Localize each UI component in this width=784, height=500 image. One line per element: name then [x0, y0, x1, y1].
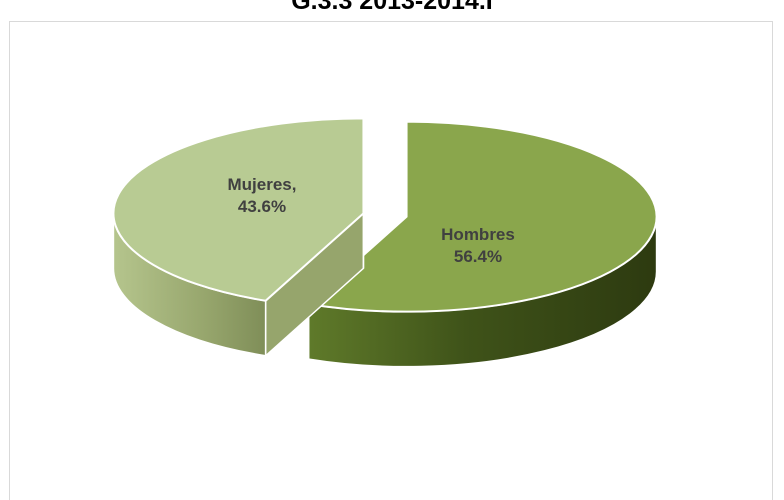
slice-1-mujeres [112, 117, 365, 302]
slice-0-label: Hombres [441, 225, 515, 244]
chart-title: G.3.3 2013-2014.I [291, 0, 493, 15]
slice-1-label: Mujeres, [228, 175, 297, 194]
slice-1-value-label: 43.6% [238, 197, 286, 216]
slice-0-hombres [306, 120, 658, 313]
slice-0-value-label: 56.4% [454, 247, 502, 266]
